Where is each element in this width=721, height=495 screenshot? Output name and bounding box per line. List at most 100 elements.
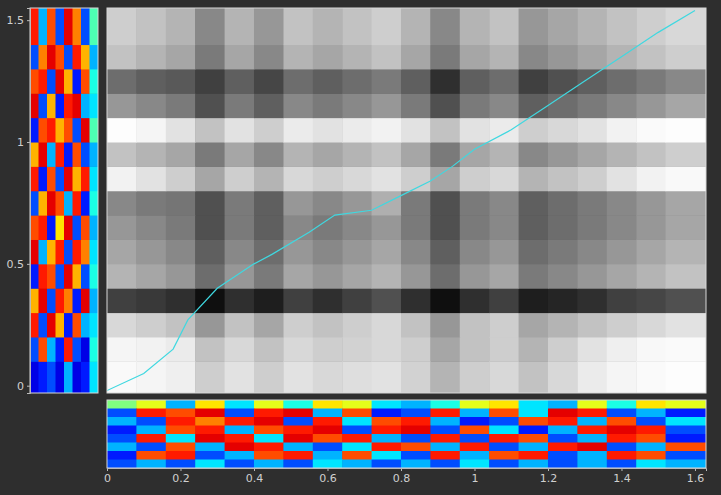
matrix-cell: [254, 337, 284, 362]
matrix-cell: [136, 313, 166, 338]
feature-cell: [73, 288, 82, 313]
matrix-cell: [636, 118, 666, 143]
matrix-cell: [313, 166, 343, 191]
tick-mark: [27, 20, 30, 21]
matrix-cell: [548, 8, 578, 45]
feature-cell: [56, 118, 65, 143]
feature-cell: [47, 93, 56, 118]
cost-matrix: [107, 8, 706, 393]
matrix-cell: [607, 215, 637, 240]
matrix-cell: [313, 215, 343, 240]
matrix-cell: [401, 93, 431, 118]
tick-label: 1: [17, 136, 24, 149]
matrix-cell: [401, 361, 431, 393]
matrix-cell: [636, 239, 666, 264]
feature-cell: [47, 239, 56, 264]
feature-cell: [519, 443, 549, 452]
matrix-cell: [195, 361, 225, 393]
feature-cell: [56, 8, 65, 45]
feature-cell: [47, 337, 56, 362]
feature-cell: [166, 443, 196, 452]
feature-cell: [225, 443, 255, 452]
feature-cell: [607, 426, 637, 435]
matrix-cell: [225, 239, 255, 264]
matrix-cell: [607, 142, 637, 167]
matrix-cell: [225, 264, 255, 289]
matrix-cell: [166, 337, 196, 362]
matrix-cell: [401, 69, 431, 94]
matrix-cell: [342, 69, 372, 94]
matrix-cell: [195, 215, 225, 240]
matrix-cell: [283, 288, 313, 313]
feature-cell: [254, 451, 284, 460]
matrix-cell: [401, 239, 431, 264]
feature-cell: [136, 460, 166, 469]
feature-cell: [166, 434, 196, 443]
matrix-cell: [195, 191, 225, 216]
feature-cell: [30, 166, 39, 191]
matrix-cell: [195, 93, 225, 118]
matrix-cell: [519, 288, 549, 313]
matrix-cell: [460, 45, 490, 70]
matrix-cell: [225, 166, 255, 191]
feature-cell: [73, 191, 82, 216]
matrix-cell: [283, 313, 313, 338]
matrix-cell: [430, 93, 460, 118]
matrix-cell: [577, 142, 607, 167]
matrix-cell: [166, 215, 196, 240]
matrix-cell: [283, 337, 313, 362]
matrix-cell: [313, 239, 343, 264]
feature-cell: [401, 434, 431, 443]
matrix-cell: [519, 69, 549, 94]
matrix-cell: [372, 264, 402, 289]
feature-cell: [636, 417, 666, 426]
tick-mark: [474, 468, 475, 471]
alignment-path: [107, 10, 695, 390]
feature-cell: [313, 434, 343, 443]
feature-cell: [56, 264, 65, 289]
matrix-cell: [313, 118, 343, 143]
feature-cell: [342, 443, 372, 452]
feature-cell: [577, 400, 607, 409]
matrix-cell: [107, 215, 137, 240]
matrix-cell: [577, 191, 607, 216]
feature-cell: [460, 426, 490, 435]
matrix-cell: [107, 93, 137, 118]
matrix-cell: [283, 45, 313, 70]
feature-cell: [225, 409, 255, 418]
feature-cell: [195, 409, 225, 418]
feature-cell: [225, 417, 255, 426]
matrix-cell: [489, 264, 519, 289]
matrix-cell: [401, 264, 431, 289]
matrix-cell: [195, 69, 225, 94]
matrix-cell: [136, 142, 166, 167]
tick-mark: [401, 468, 402, 471]
matrix-cell: [519, 313, 549, 338]
feature-cell: [489, 460, 519, 469]
feature-cell: [30, 45, 39, 70]
matrix-cell: [519, 142, 549, 167]
feature-cell: [430, 400, 460, 409]
matrix-cell: [460, 142, 490, 167]
matrix-cell: [254, 8, 284, 45]
feature-cell: [107, 460, 137, 469]
feature-cell: [666, 409, 706, 418]
matrix-cell: [401, 215, 431, 240]
feature-cell: [166, 400, 196, 409]
feature-cell: [30, 142, 39, 167]
matrix-cell: [283, 69, 313, 94]
matrix-cell: [195, 45, 225, 70]
matrix-cell: [607, 166, 637, 191]
matrix-cell: [489, 337, 519, 362]
matrix-cell: [666, 191, 706, 216]
feature-cell: [430, 460, 460, 469]
matrix-cell: [313, 264, 343, 289]
feature-cell: [225, 460, 255, 469]
matrix-cell: [577, 93, 607, 118]
feature-cell: [283, 451, 313, 460]
axis: 00.511.5: [7, 9, 31, 394]
feature-cell: [548, 417, 578, 426]
feature-cell: [47, 361, 56, 393]
feature-cell: [342, 417, 372, 426]
matrix-cell: [195, 313, 225, 338]
